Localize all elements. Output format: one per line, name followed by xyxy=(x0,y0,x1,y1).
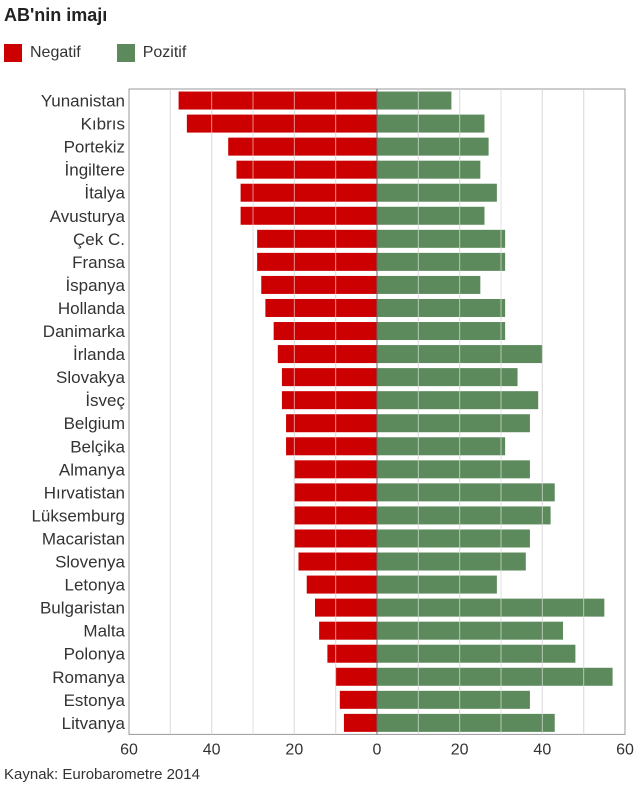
bar-negatif xyxy=(319,621,377,640)
bar-pozitif xyxy=(377,206,485,225)
category-label: Hırvatistan xyxy=(44,483,125,502)
bar-negatif xyxy=(298,552,377,571)
bar-pozitif xyxy=(377,160,481,179)
bar-negatif xyxy=(257,229,377,248)
category-label: Almanya xyxy=(59,460,126,479)
bar-pozitif xyxy=(377,275,481,294)
legend: Negatif Pozitif xyxy=(4,44,222,62)
bar-negatif xyxy=(277,345,377,364)
category-label: İsveç xyxy=(85,391,125,410)
category-label: Fransa xyxy=(72,253,125,272)
bar-pozitif xyxy=(377,368,518,387)
category-label: Malta xyxy=(83,622,125,641)
category-label: İrlanda xyxy=(73,345,126,364)
bar-negatif xyxy=(236,160,377,179)
bar-pozitif xyxy=(377,91,452,110)
bar-pozitif xyxy=(377,690,530,709)
source-note: Kaynak: Eurobarometre 2014 xyxy=(4,766,200,783)
bar-negatif xyxy=(306,575,377,594)
bar-pozitif xyxy=(377,437,506,456)
category-label: Yunanistan xyxy=(41,92,125,111)
bar-negatif xyxy=(178,91,377,110)
bar-negatif xyxy=(265,298,377,317)
bar-pozitif xyxy=(377,414,530,433)
category-label: Letonya xyxy=(65,576,126,595)
category-label: İngiltere xyxy=(65,161,125,180)
category-label: Litvanya xyxy=(62,714,126,733)
legend-swatch-negatif xyxy=(4,44,22,62)
bar-pozitif xyxy=(377,552,526,571)
category-label: Romanya xyxy=(52,668,125,687)
bar-pozitif xyxy=(377,391,539,410)
bar-pozitif xyxy=(377,298,506,317)
category-label: Danimarka xyxy=(43,322,126,341)
category-label: Çek C. xyxy=(73,230,125,249)
bar-pozitif xyxy=(377,483,555,502)
bar-negatif xyxy=(281,368,377,387)
bar-pozitif xyxy=(377,621,563,640)
x-tick-label: 60 xyxy=(616,741,634,758)
bar-pozitif xyxy=(377,183,497,202)
bar-pozitif xyxy=(377,713,555,732)
bar-pozitif xyxy=(377,252,506,271)
bar-negatif xyxy=(257,252,377,271)
category-label: Slovakya xyxy=(56,368,126,387)
bar-negatif xyxy=(228,137,377,156)
bar-negatif xyxy=(273,322,377,341)
category-label: Polonya xyxy=(64,645,126,664)
bar-negatif xyxy=(286,437,377,456)
category-label: Avusturya xyxy=(50,207,126,226)
x-tick-label: 0 xyxy=(373,741,382,758)
category-label: Kıbrıs xyxy=(81,115,125,134)
bar-pozitif xyxy=(377,644,576,663)
bar-pozitif xyxy=(377,114,485,133)
bar-negatif xyxy=(281,391,377,410)
bar-pozitif xyxy=(377,575,497,594)
bar-pozitif xyxy=(377,137,489,156)
x-tick-label: 40 xyxy=(533,741,551,758)
legend-swatch-pozitif xyxy=(116,44,135,62)
category-label: İtalya xyxy=(84,184,125,203)
category-label: Portekiz xyxy=(64,138,125,157)
bar-pozitif xyxy=(377,322,506,341)
category-label: Estonya xyxy=(64,691,126,710)
bar-pozitif xyxy=(377,506,551,525)
category-label: Belçika xyxy=(70,437,125,456)
category-label: Belgium xyxy=(64,414,125,433)
bar-negatif xyxy=(261,275,377,294)
legend-item-pozitif: Pozitif xyxy=(116,44,187,62)
bar-negatif xyxy=(286,414,377,433)
category-label: İspanya xyxy=(65,276,125,295)
bar-pozitif xyxy=(377,667,613,686)
legend-label-pozitif: Pozitif xyxy=(142,44,187,61)
bar-negatif xyxy=(339,690,377,709)
bar-negatif xyxy=(240,206,377,225)
legend-label-negatif: Negatif xyxy=(30,44,81,61)
bar-negatif xyxy=(327,644,377,663)
bar-pozitif xyxy=(377,529,530,548)
bar-pozitif xyxy=(377,229,506,248)
x-tick-label: 20 xyxy=(451,741,469,758)
bar-negatif xyxy=(343,713,377,732)
category-label: Hollanda xyxy=(58,299,126,318)
bar-pozitif xyxy=(377,598,605,617)
bar-negatif xyxy=(240,183,377,202)
x-tick-label: 20 xyxy=(285,741,303,758)
legend-item-negatif: Negatif xyxy=(4,44,81,62)
category-label: Lüksemburg xyxy=(31,506,125,525)
x-tick-label: 40 xyxy=(203,741,221,758)
x-tick-label: 60 xyxy=(120,741,138,758)
bar-negatif xyxy=(335,667,377,686)
bar-pozitif xyxy=(377,460,530,479)
category-label: Macaristan xyxy=(42,529,125,548)
bar-negatif xyxy=(186,114,377,133)
bar-negatif xyxy=(315,598,377,617)
category-label: Bulgaristan xyxy=(40,599,125,618)
category-label: Slovenya xyxy=(55,553,125,572)
chart-title: AB'nin imajı xyxy=(4,5,108,25)
